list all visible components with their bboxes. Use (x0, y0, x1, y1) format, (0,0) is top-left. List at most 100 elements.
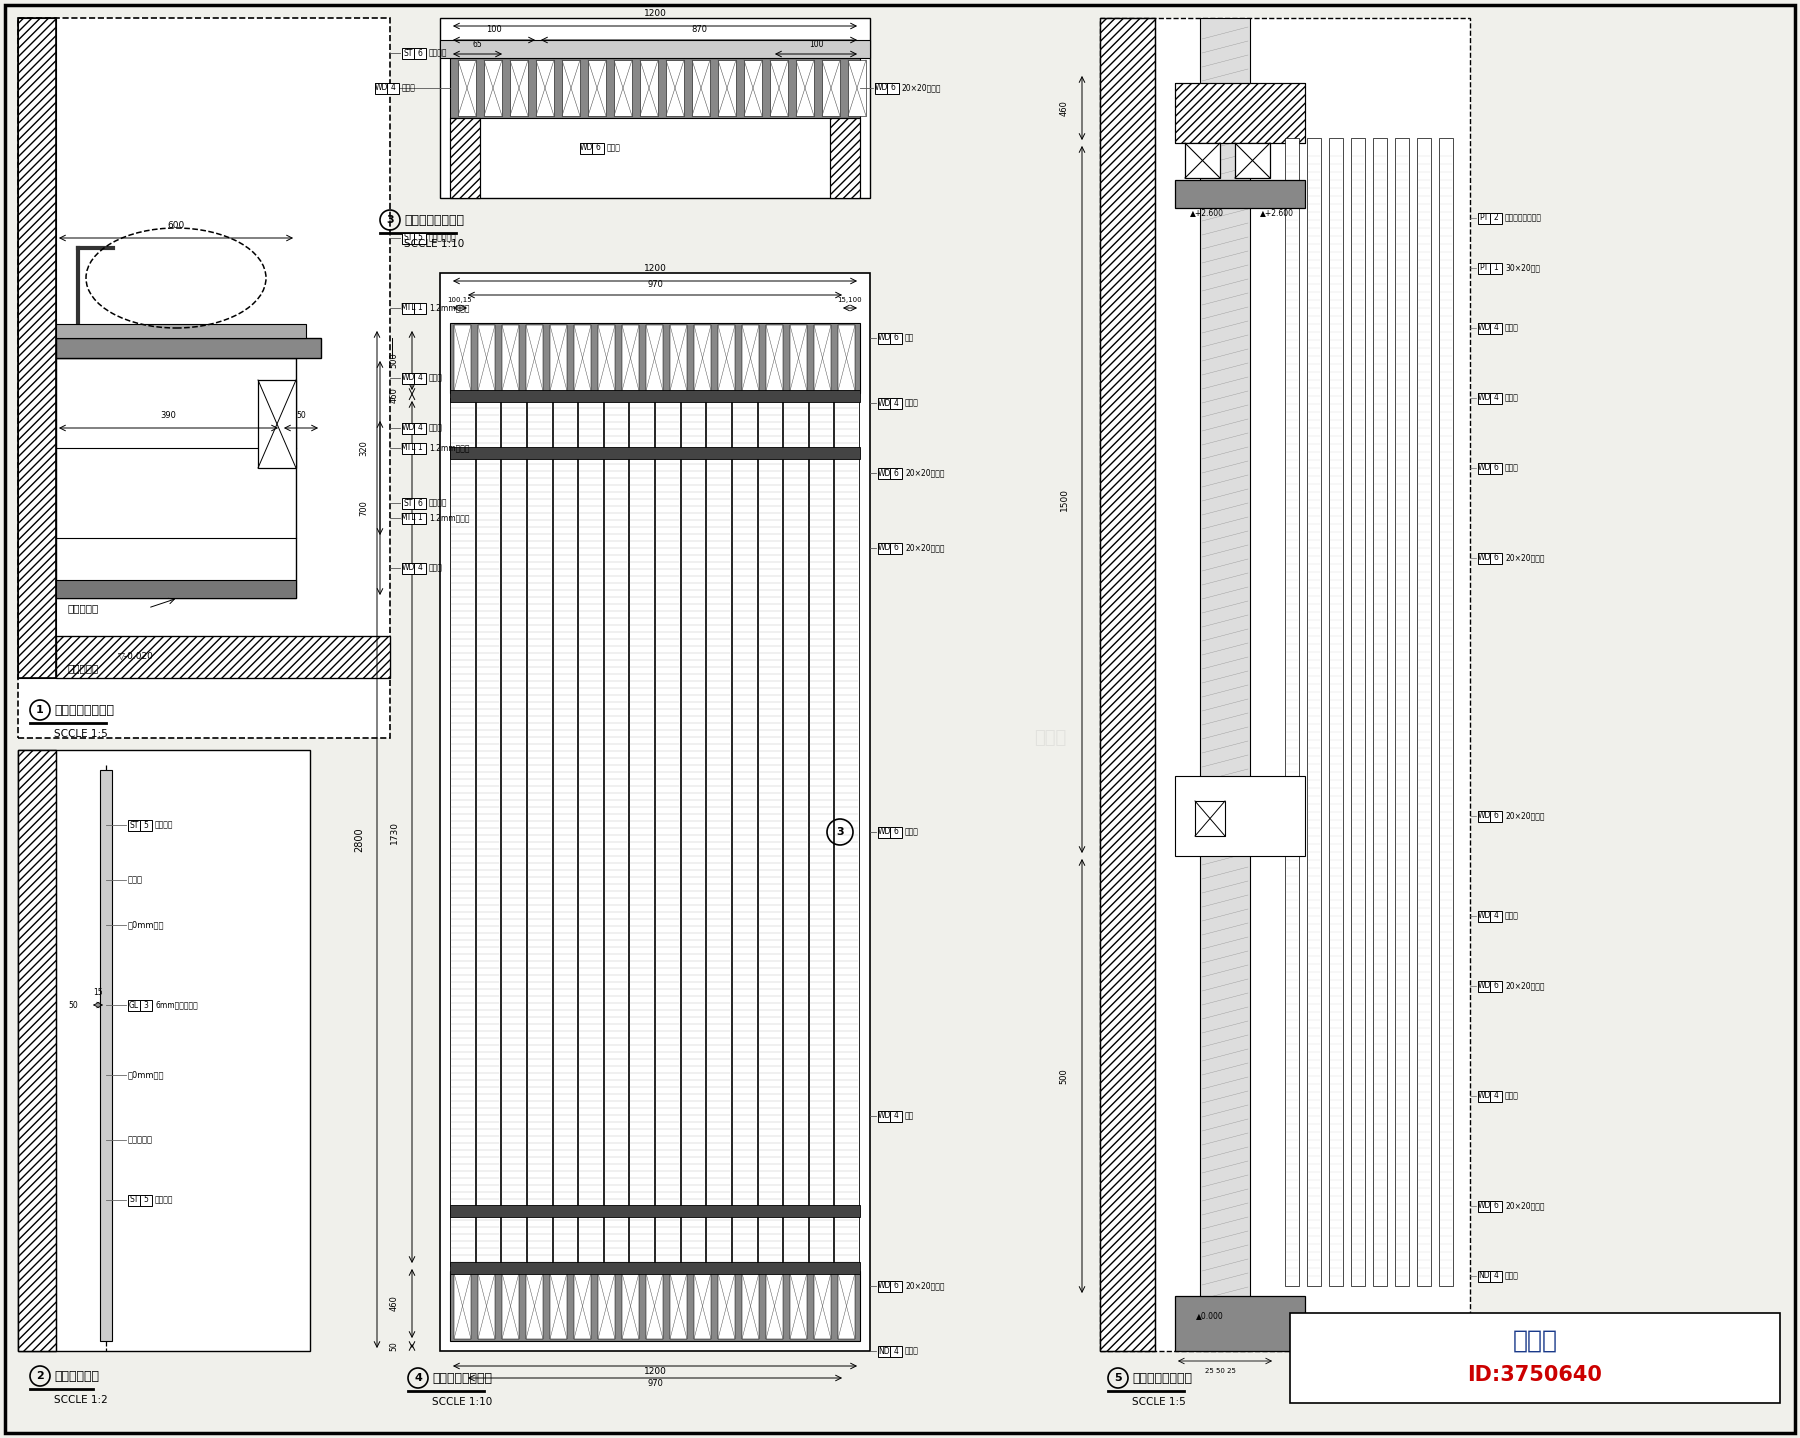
Bar (128, 820, 140, 831)
Bar (1478, 1201, 1490, 1211)
Bar (414, 372, 427, 384)
Bar (414, 47, 427, 59)
Text: 1.2mm仿古铜: 1.2mm仿古铜 (428, 303, 470, 312)
Text: 实木: 实木 (905, 334, 914, 342)
Text: www.om.cn: www.om.cn (205, 381, 293, 395)
Bar (500, 398, 526, 1265)
Bar (706, 398, 731, 1265)
Text: 100,15: 100,15 (448, 298, 472, 303)
Bar (454, 325, 472, 391)
Bar (414, 562, 427, 574)
Bar (551, 1273, 567, 1339)
Bar (553, 398, 578, 1265)
Bar (401, 443, 414, 453)
Text: WD: WD (877, 334, 891, 342)
Bar (128, 1195, 140, 1205)
Bar (414, 443, 427, 453)
Text: 衣帽间隔断大样图: 衣帽间隔断大样图 (403, 213, 464, 227)
Text: WD: WD (1478, 554, 1490, 562)
Bar (401, 372, 414, 384)
Bar (1328, 138, 1343, 1286)
Bar (509, 60, 527, 116)
Text: 木饰面: 木饰面 (1505, 324, 1519, 332)
Bar (1478, 811, 1490, 821)
Bar (1490, 393, 1501, 404)
Text: 4: 4 (1494, 394, 1498, 403)
Bar (1285, 138, 1300, 1286)
Text: 4: 4 (1494, 912, 1498, 920)
Text: 970: 970 (646, 1379, 662, 1388)
Bar (630, 398, 653, 1265)
Text: 15: 15 (94, 988, 103, 997)
Bar (1395, 138, 1409, 1286)
Bar (450, 398, 475, 1265)
Bar (655, 398, 680, 1265)
Text: 1: 1 (36, 705, 43, 715)
Text: 木饰面: 木饰面 (1505, 912, 1519, 920)
Bar (1235, 142, 1271, 178)
Text: 5: 5 (418, 233, 423, 243)
Bar (450, 118, 481, 198)
Text: 460: 460 (1060, 101, 1069, 116)
Text: 成品台上盆: 成品台上盆 (68, 663, 99, 673)
Text: 木饰面: 木饰面 (1505, 1091, 1519, 1100)
Bar (680, 398, 706, 1265)
Bar (1417, 138, 1431, 1286)
Bar (1175, 180, 1305, 209)
Bar (839, 325, 855, 391)
Text: ST: ST (403, 49, 412, 58)
Text: ▲+2.600: ▲+2.600 (1190, 209, 1224, 217)
Text: ▽-0.020: ▽-0.020 (119, 651, 153, 660)
Bar (1478, 463, 1490, 473)
Text: 25 50 25: 25 50 25 (1204, 1368, 1235, 1373)
Bar (387, 82, 400, 93)
Text: 成品水龙头: 成品水龙头 (68, 603, 99, 613)
Bar (475, 398, 500, 1265)
Text: 欧模网: 欧模网 (1512, 1329, 1557, 1353)
Bar (414, 233, 427, 243)
Text: 1200: 1200 (644, 265, 666, 273)
Text: 3: 3 (837, 827, 844, 837)
Bar (439, 40, 869, 58)
Bar (878, 542, 889, 554)
Bar (454, 1273, 472, 1339)
Bar (439, 273, 869, 1350)
Bar (1490, 463, 1501, 473)
Bar (1490, 263, 1501, 273)
Text: WD: WD (877, 544, 891, 552)
Text: PT: PT (1480, 213, 1489, 223)
Text: 870: 870 (691, 24, 707, 35)
Bar (839, 1273, 855, 1339)
Text: 6: 6 (418, 49, 423, 58)
Text: 亚麻米黄石面: 亚麻米黄石面 (428, 233, 457, 243)
Bar (527, 398, 551, 1265)
Text: 6: 6 (1494, 811, 1498, 821)
Bar (848, 60, 866, 116)
Bar (814, 1273, 832, 1339)
Text: 木饰面: 木饰面 (428, 564, 443, 572)
Text: 水晶沙浆层: 水晶沙浆层 (128, 1136, 153, 1145)
Bar (450, 118, 481, 198)
Bar (18, 19, 56, 677)
Text: 1200: 1200 (644, 9, 666, 19)
Text: WD: WD (1478, 394, 1490, 403)
Bar (18, 751, 310, 1350)
Text: ND: ND (878, 1346, 889, 1356)
Bar (18, 751, 56, 1350)
Text: ID:3750640: ID:3750640 (1467, 1365, 1602, 1385)
Text: 500: 500 (1060, 1068, 1069, 1084)
Text: 20×20实木条: 20×20实木条 (902, 83, 941, 92)
Text: 65: 65 (473, 40, 482, 49)
Text: WD: WD (1478, 811, 1490, 821)
Bar (695, 1273, 711, 1339)
Text: 亚瓷来货: 亚瓷来货 (155, 1195, 173, 1205)
Bar (450, 447, 860, 459)
Bar (666, 60, 684, 116)
Text: 320: 320 (360, 440, 369, 456)
Bar (758, 398, 783, 1265)
Text: SCCLE 1:5: SCCLE 1:5 (54, 729, 108, 739)
Text: 4: 4 (893, 1112, 898, 1120)
Bar (401, 512, 414, 523)
Text: WD: WD (877, 827, 891, 837)
Bar (623, 325, 639, 391)
